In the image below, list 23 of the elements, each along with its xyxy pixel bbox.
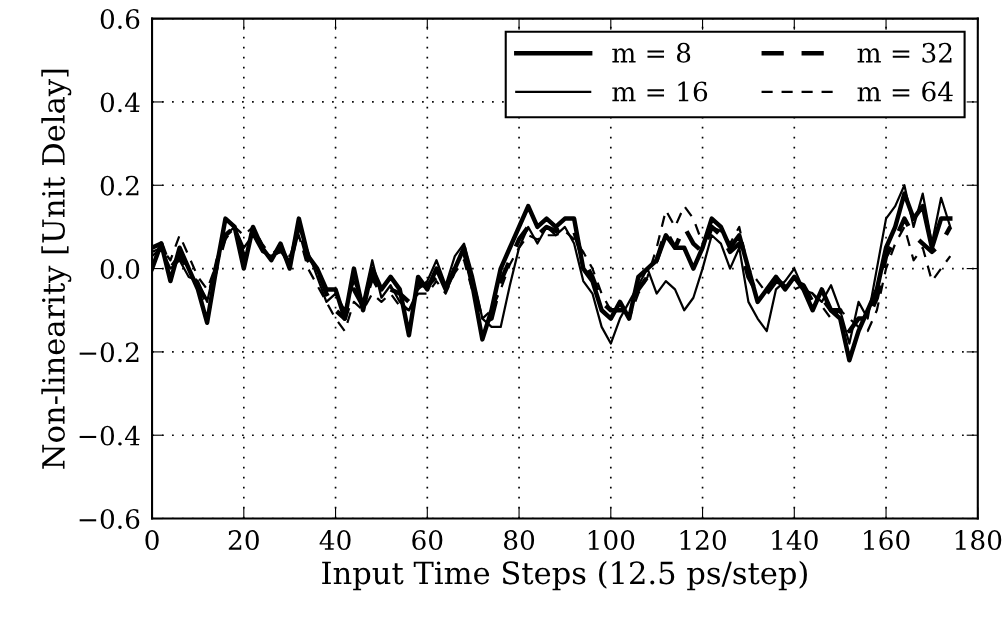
y-tick-label: 0.4 xyxy=(100,92,140,113)
x-tick-label: 180 xyxy=(955,530,1002,551)
y-tick-label: −0.6 xyxy=(79,508,140,529)
legend-label: m = 32 xyxy=(857,42,952,63)
x-tick-label: 140 xyxy=(772,530,818,551)
legend-label: m = 16 xyxy=(612,81,708,102)
y-tick-label: 0.6 xyxy=(100,9,140,30)
y-tick-label: −0.2 xyxy=(79,342,139,363)
y-tick-label: −0.4 xyxy=(79,425,140,446)
legend-label: m = 8 xyxy=(612,42,691,63)
y-axis-title: Non-linearity [Unit Delay] xyxy=(41,69,72,469)
x-axis-title: Input Time Steps (12.5 ps/step) xyxy=(322,560,807,591)
x-tick-label: 0 xyxy=(145,530,159,551)
x-tick-label: 40 xyxy=(319,530,351,551)
x-tick-label: 160 xyxy=(864,530,910,551)
x-tick-label: 120 xyxy=(680,530,726,551)
x-tick-label: 20 xyxy=(228,530,259,551)
y-tick-label: 0.2 xyxy=(100,175,139,196)
legend-label: m = 64 xyxy=(857,81,953,102)
x-tick-label: 100 xyxy=(588,530,635,551)
x-tick-label: 80 xyxy=(504,530,535,551)
x-tick-label: 60 xyxy=(412,530,443,551)
y-tick-label: 0.0 xyxy=(100,259,140,279)
